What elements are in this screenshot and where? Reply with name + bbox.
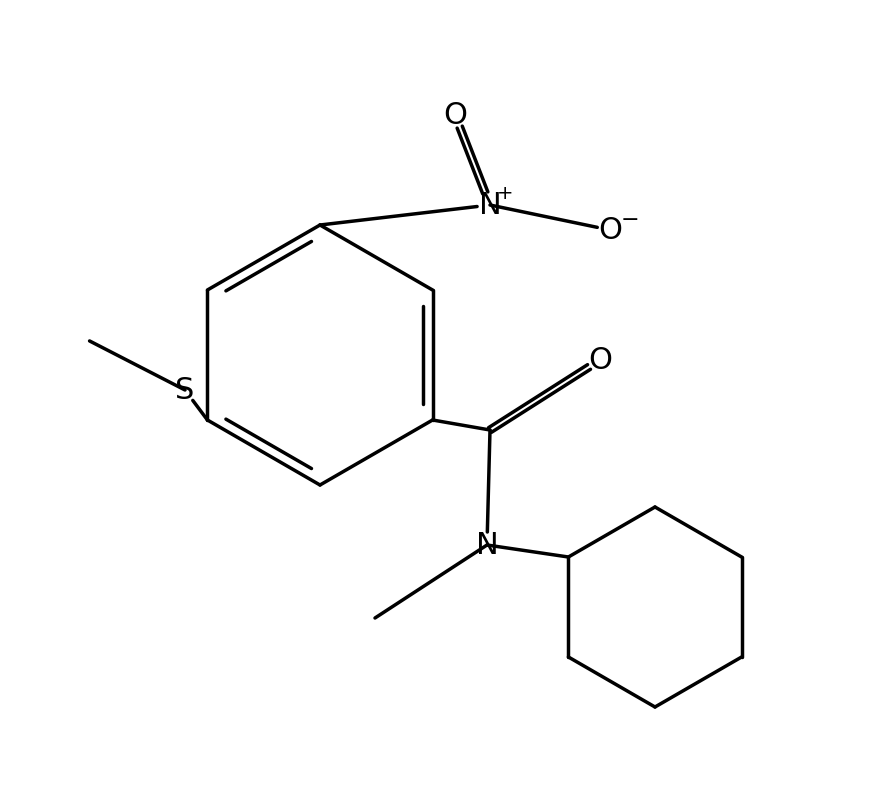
Text: +: + (497, 184, 513, 203)
Text: O: O (588, 345, 612, 374)
Text: −: − (621, 210, 640, 230)
Text: S: S (175, 376, 195, 404)
Text: N: N (476, 530, 498, 559)
Text: N: N (478, 191, 501, 220)
Text: O: O (598, 215, 622, 244)
Text: O: O (443, 101, 467, 129)
